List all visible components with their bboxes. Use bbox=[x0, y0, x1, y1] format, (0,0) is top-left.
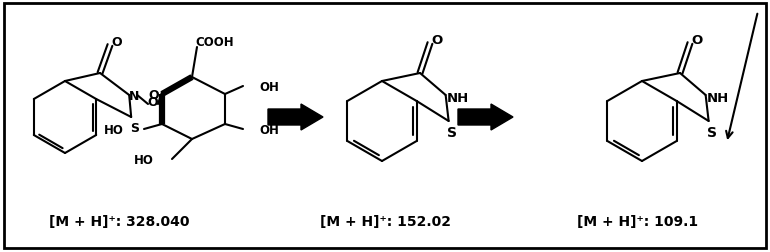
Text: OH: OH bbox=[259, 80, 279, 93]
FancyArrow shape bbox=[458, 105, 513, 131]
Text: O: O bbox=[112, 35, 122, 48]
Text: O: O bbox=[431, 33, 443, 46]
Text: O: O bbox=[691, 33, 702, 46]
Text: HO: HO bbox=[134, 153, 154, 166]
Text: O: O bbox=[148, 95, 159, 108]
Text: N: N bbox=[129, 89, 139, 102]
Text: HO: HO bbox=[104, 123, 124, 136]
Text: O: O bbox=[149, 88, 159, 101]
Text: [M + H]⁺: 109.1: [M + H]⁺: 109.1 bbox=[578, 214, 698, 228]
Text: S: S bbox=[447, 125, 457, 139]
Text: COOH: COOH bbox=[196, 35, 234, 48]
Text: [M + H]⁺: 152.02: [M + H]⁺: 152.02 bbox=[320, 214, 450, 228]
Text: OH: OH bbox=[259, 123, 279, 136]
Text: S: S bbox=[707, 125, 717, 139]
Text: [M + H]⁺: 328.040: [M + H]⁺: 328.040 bbox=[49, 214, 189, 228]
FancyArrow shape bbox=[268, 105, 323, 131]
Text: NH: NH bbox=[707, 91, 728, 104]
Text: NH: NH bbox=[447, 91, 469, 104]
Text: S: S bbox=[129, 121, 139, 134]
